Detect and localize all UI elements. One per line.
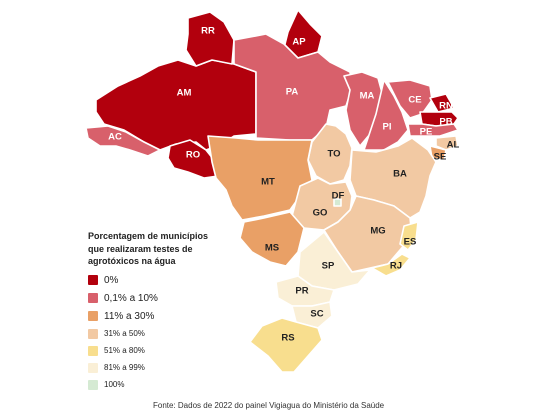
state-label-mt: MT (261, 177, 275, 188)
legend-swatch (88, 293, 98, 303)
legend-label: 0,1% a 10% (104, 292, 158, 304)
legend-label: 31% a 50% (104, 329, 145, 338)
state-label-ma: MA (360, 91, 375, 102)
legend-label: 11% a 30% (104, 310, 155, 322)
state-pa[interactable] (233, 33, 353, 141)
state-label-ce: CE (408, 95, 421, 106)
state-pi[interactable] (363, 79, 409, 151)
state-df[interactable] (333, 198, 342, 207)
state-label-ac: AC (108, 132, 122, 143)
state-ac[interactable] (85, 125, 161, 157)
state-label-sc: SC (310, 309, 323, 320)
state-label-to: TO (327, 149, 340, 160)
legend: Porcentagem de municípios que realizaram… (88, 230, 238, 397)
legend-item: 0% (88, 275, 238, 286)
legend-item: 0,1% a 10% (88, 293, 238, 304)
legend-item: 51% a 80% (88, 345, 238, 356)
state-label-rj: RJ (390, 261, 402, 272)
state-label-go: GO (313, 208, 328, 219)
legend-swatch (88, 328, 98, 339)
state-label-pi: PI (383, 122, 392, 133)
legend-label: 0% (104, 274, 119, 286)
state-label-es: ES (404, 237, 417, 248)
state-label-am: AM (177, 88, 192, 99)
legend-title: Porcentagem de municípios que realizaram… (88, 230, 238, 268)
state-label-ms: MS (265, 243, 279, 254)
state-label-rs: RS (281, 333, 294, 344)
legend-item: 11% a 30% (88, 311, 238, 322)
state-mt[interactable] (207, 135, 313, 221)
state-label-df: DF (332, 191, 345, 202)
state-ro[interactable] (167, 139, 219, 179)
state-pe[interactable] (407, 123, 459, 137)
state-label-al: AL (447, 140, 460, 151)
legend-title-line: agrotóxicos na água (88, 256, 176, 266)
state-label-se: SE (434, 152, 447, 163)
state-label-ap: AP (292, 37, 306, 48)
legend-item: 100% (88, 379, 238, 390)
state-es[interactable] (399, 221, 419, 251)
state-rr[interactable] (185, 11, 235, 67)
state-rs[interactable] (249, 317, 323, 373)
state-al[interactable] (435, 135, 459, 151)
state-rn[interactable] (429, 93, 455, 113)
legend-swatch (88, 379, 98, 390)
source-note: Fonte: Dados de 2022 do painel Vigiagua … (153, 401, 385, 410)
state-ce[interactable] (387, 79, 433, 119)
legend-swatch (88, 275, 98, 285)
state-label-sp: SP (322, 261, 335, 272)
legend-title-line: Porcentagem de municípios (88, 231, 209, 241)
legend-label: 51% a 80% (104, 346, 145, 355)
state-label-rn: RN (439, 101, 453, 112)
state-label-rr: RR (201, 26, 215, 37)
legend-swatch (88, 311, 98, 321)
legend-swatch (88, 362, 98, 373)
state-label-pe: PE (420, 127, 433, 138)
state-ms[interactable] (239, 211, 305, 267)
state-label-pr: PR (295, 286, 308, 297)
legend-label: 81% a 99% (104, 363, 145, 372)
legend-item: 81% a 99% (88, 362, 238, 373)
state-label-ro: RO (186, 150, 200, 161)
state-label-pa: PA (286, 87, 299, 98)
legend-item: 31% a 50% (88, 328, 238, 339)
state-label-pb: PB (439, 117, 452, 128)
state-label-mg: MG (370, 226, 385, 237)
legend-title-line: que realizaram testes de (88, 243, 193, 254)
legend-swatch (88, 345, 98, 356)
legend-label: 100% (104, 380, 125, 389)
state-label-ba: BA (393, 169, 407, 180)
state-rj[interactable] (371, 253, 411, 277)
